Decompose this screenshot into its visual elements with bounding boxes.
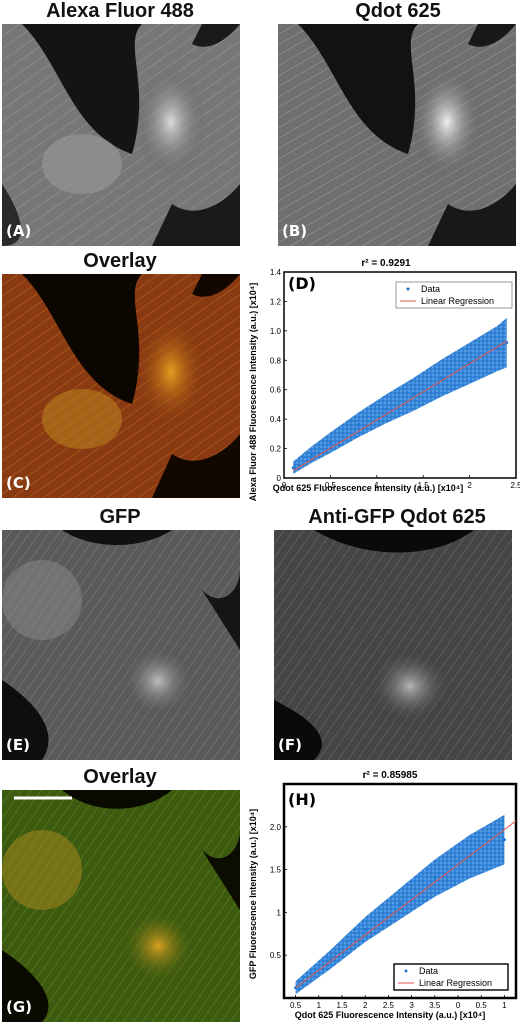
chart-h-xlabel: Qdot 625 Fluorescence Intensity (a.u.) [… (295, 1010, 486, 1020)
d-data-point (291, 466, 295, 470)
d-xtick-label: 2 (467, 481, 472, 490)
chart-d-data-cloud (293, 317, 507, 474)
chart-h-tag: (H) (288, 790, 317, 809)
d-ytick-label: 1.0 (270, 327, 282, 336)
d-ytick-label: 0 (277, 474, 282, 483)
chart-d: r² = 0.9291 0 0.5 1 1.5 2 2.5 0 0.2 0.4 0.6 0.8 1.0… (244, 250, 522, 510)
chart-h: r² = 0.85985 0.5 1 1.5 2 2.5 3 3.5 0 0.5 1 0.5 1 1.5… (244, 766, 520, 1024)
h-xtick-label: 1 (317, 1001, 322, 1010)
chart-h-legend-data: Data (419, 966, 438, 976)
d-xtick-label: 2.5 (510, 481, 520, 490)
chart-d-legend-data-marker (406, 287, 410, 291)
h-xtick-label: 0 (456, 1001, 461, 1010)
h-data-point (433, 876, 437, 880)
h-data-point (398, 902, 402, 906)
panel-e-title: GFP (99, 506, 141, 528)
chart-d-title: r² = 0.9291 (361, 258, 411, 269)
h-ytick-label: 2.0 (270, 823, 282, 832)
h-xtick-label: 3.5 (429, 1001, 441, 1010)
chart-d-xlabel: Qdot 625 Fluorescence Intensity (a.u.) [… (273, 483, 464, 493)
d-data-point (356, 423, 360, 427)
panel-c-tag: (C) (6, 474, 31, 492)
panel-f-image: (F) (274, 530, 512, 760)
h-xtick-label: 0.5 (476, 1001, 488, 1010)
d-data-point (328, 441, 332, 445)
h-xtick-label: 1.5 (336, 1001, 348, 1010)
panel-c-image: (C) (2, 274, 240, 498)
d-ytick-label: 0.2 (270, 445, 282, 454)
panel-e-tag: (E) (6, 736, 30, 754)
panel-c-title: Overlay (83, 250, 157, 272)
chart-d-legend: Data Linear Regression (395, 281, 513, 309)
chart-h-svg: r² = 0.85985 0.5 1 1.5 2 2.5 3 3.5 0 0.5 1 0.5 1 1.5… (248, 770, 518, 1020)
h-data-point (502, 838, 506, 842)
chart-h-legend-data-marker (404, 969, 408, 973)
panel-g-image: (G) (2, 790, 240, 1022)
chart-d-legend-regression: Linear Regression (421, 296, 494, 306)
panel-a-image: (A) (2, 24, 240, 246)
d-xtick-label: 0 (282, 481, 287, 490)
panel-b-title: Qdot 625 (355, 0, 441, 22)
panel-a-title: Alexa Fluor 488 (46, 0, 194, 22)
d-data-point (412, 392, 416, 396)
chart-h-legend: Data Linear Regression (393, 963, 509, 991)
h-xtick-label: 0.5 (290, 1001, 302, 1010)
h-xtick-label: 2 (363, 1001, 368, 1010)
chart-d-legend-data: Data (421, 284, 440, 294)
chart-h-ylabel: GFP Fluorescence Intensity (a.u.) [x10⁴] (248, 809, 258, 979)
chart-d-tag: (D) (288, 274, 316, 293)
d-xtick-label: 0.5 (325, 481, 337, 490)
h-xtick-label: 1 (502, 1001, 507, 1010)
panel-g-title: Overlay (83, 766, 157, 788)
d-ytick-label: 0.6 (270, 386, 282, 395)
d-ytick-label: 0.8 (270, 356, 282, 365)
d-data-point (384, 407, 388, 411)
h-ytick-label: 1 (277, 908, 282, 917)
d-ytick-label: 0.4 (270, 415, 282, 424)
h-ytick-label: 1.5 (270, 866, 282, 875)
h-xtick-label: 2.5 (383, 1001, 395, 1010)
chart-h-regression-line (295, 820, 517, 989)
chart-h-title: r² = 0.85985 (363, 770, 418, 781)
panel-b-image: (B) (278, 24, 516, 246)
chart-d-ylabel: Alexa Fluor 488 Fluorescence Intensity (… (248, 283, 258, 502)
d-ytick-label: 1.4 (270, 268, 282, 277)
panel-f-title: Anti-GFP Qdot 625 (308, 506, 486, 528)
chart-h-legend-regression: Linear Regression (419, 978, 492, 988)
h-ytick-label: 0.5 (270, 951, 282, 960)
h-data-point (363, 928, 367, 932)
chart-d-regression-line (293, 340, 507, 472)
panel-g-tag: (G) (6, 998, 33, 1016)
panel-e-image: (E) (2, 530, 240, 760)
chart-d-svg: r² = 0.9291 0 0.5 1 1.5 2 2.5 0 0.2 0.4 0.6 0.8 1.0… (248, 258, 522, 502)
d-data-point (310, 452, 314, 456)
d-ytick-label: 1.2 (270, 297, 282, 306)
panel-a-tag: (A) (6, 222, 32, 240)
d-xtick-label: 1.5 (418, 481, 430, 490)
panel-b-tag: (B) (282, 222, 308, 240)
chart-h-frame (282, 782, 518, 1000)
panel-f-tag: (F) (278, 736, 302, 754)
chart-d-frame (283, 271, 517, 479)
d-data-point (440, 376, 444, 380)
h-xtick-label: 3 (409, 1001, 414, 1010)
d-xtick-label: 1 (375, 481, 380, 490)
